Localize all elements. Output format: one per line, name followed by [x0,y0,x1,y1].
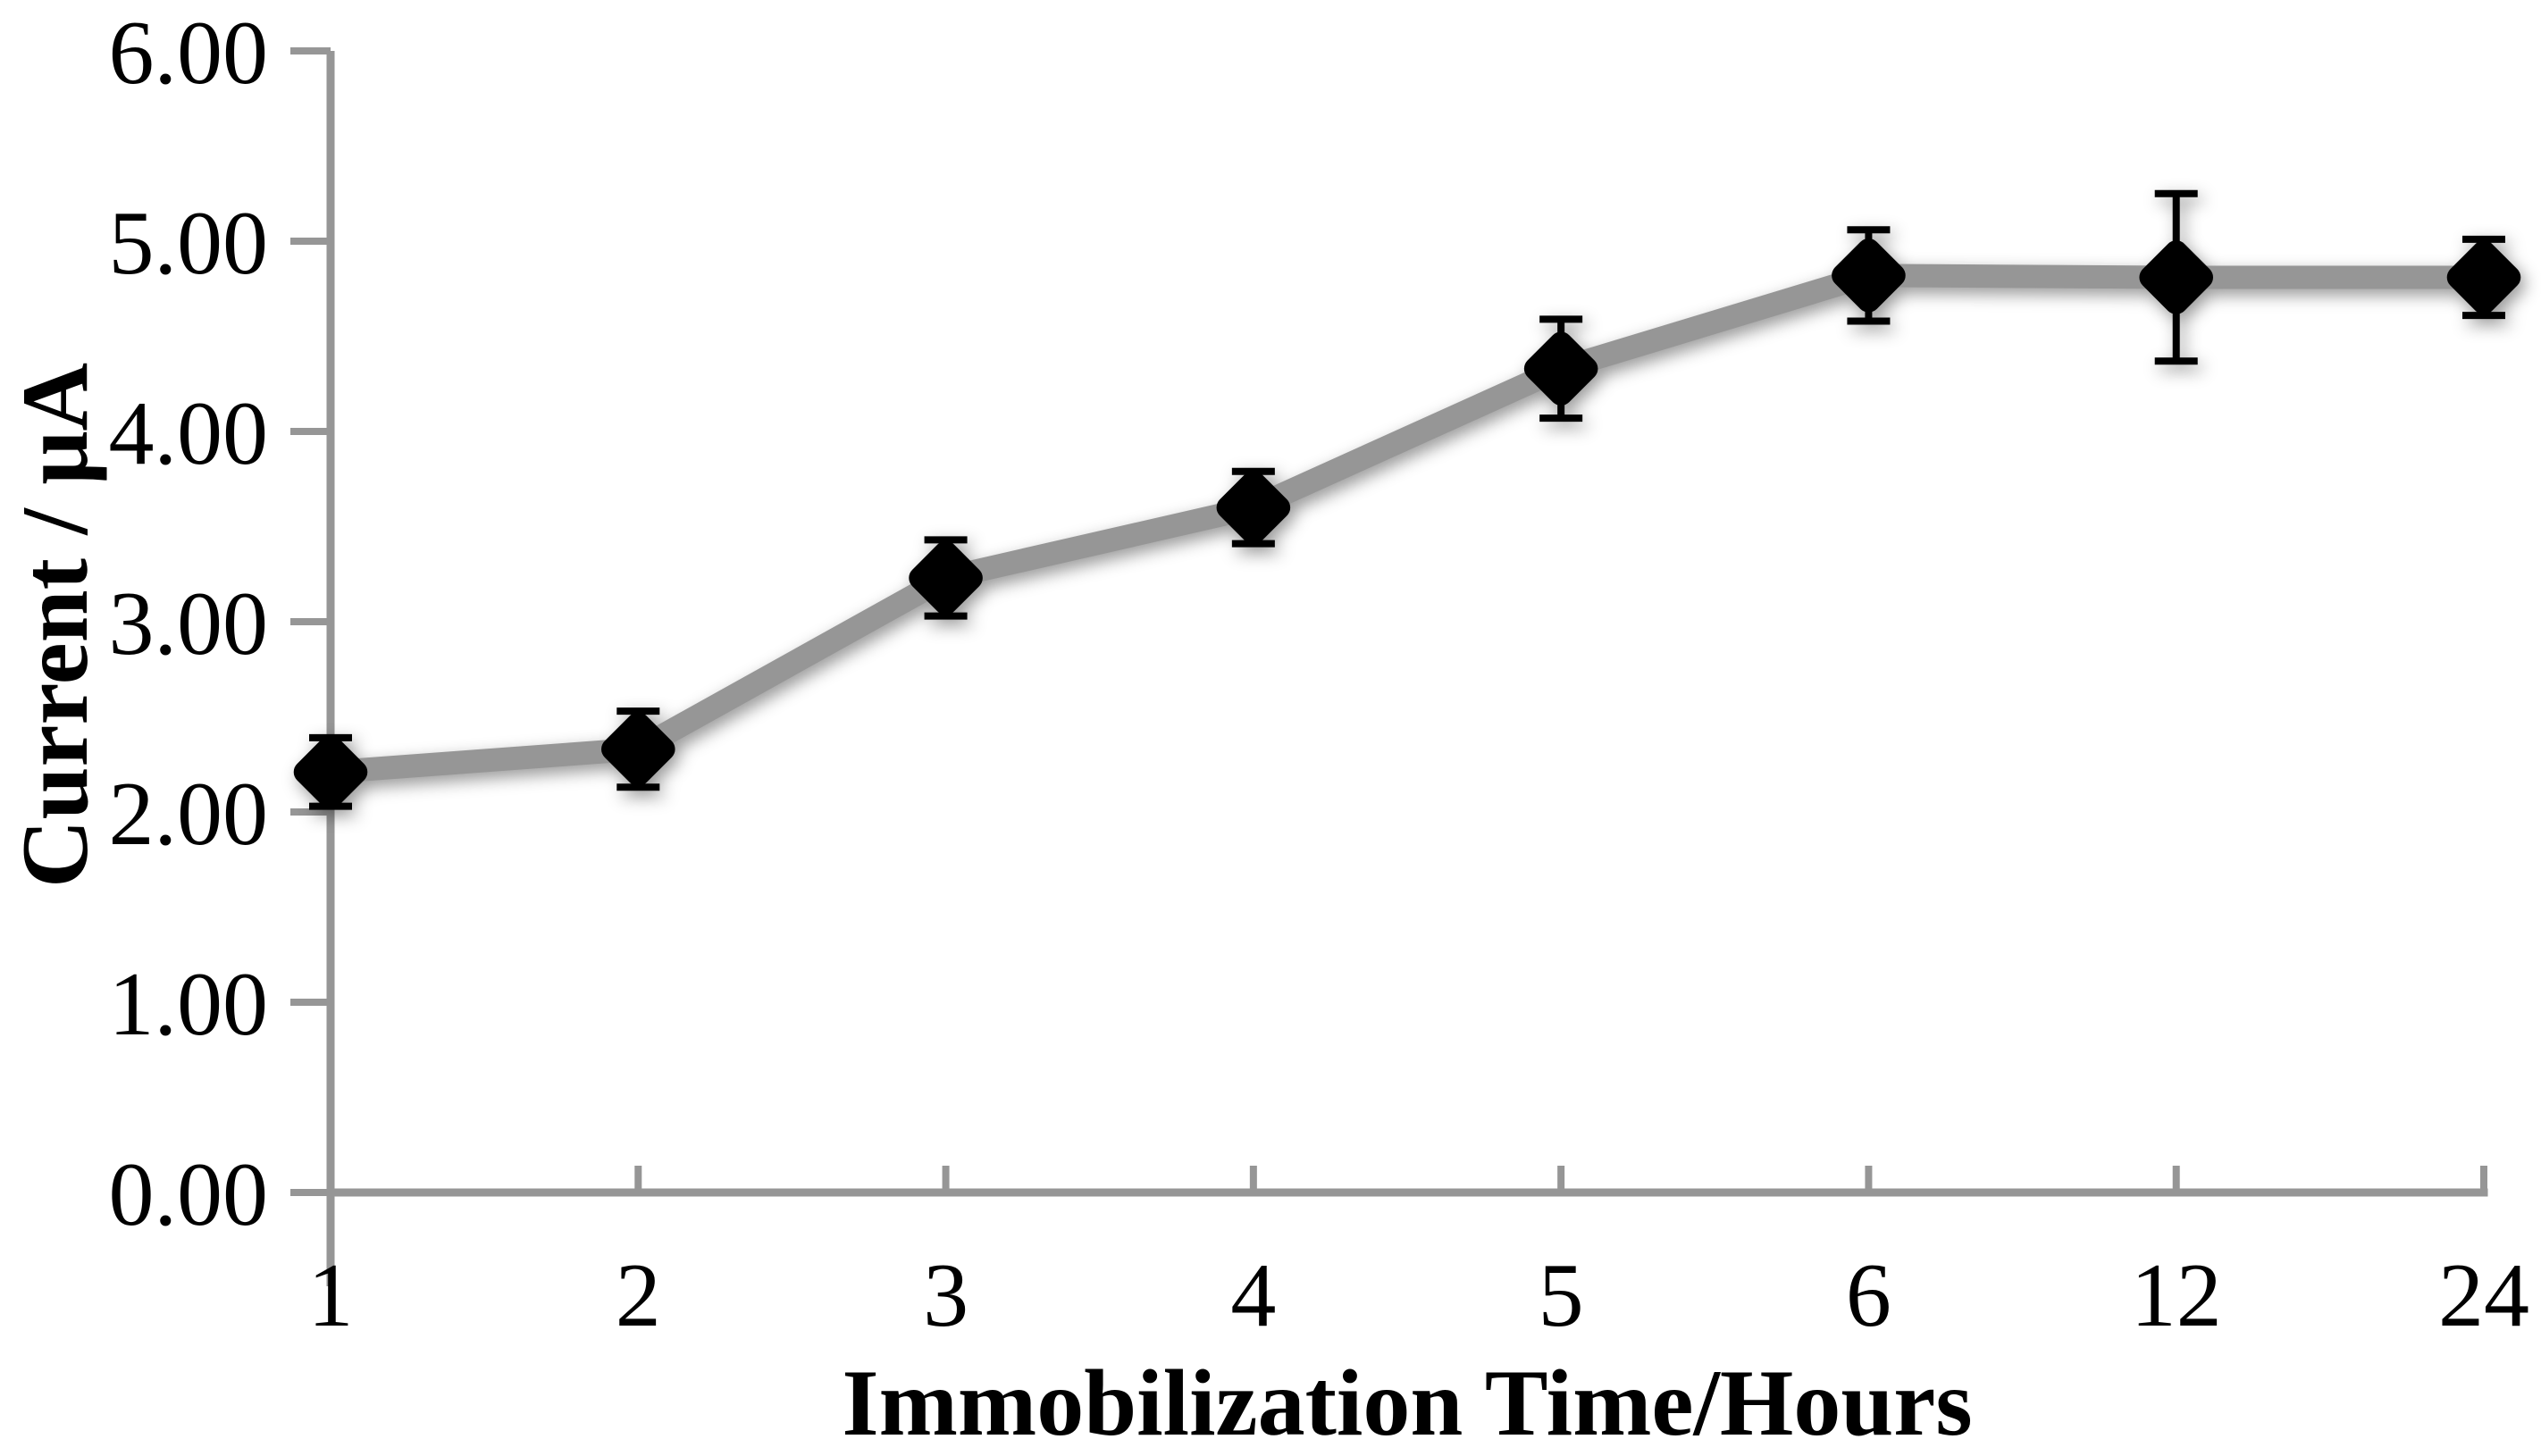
x-tick-label: 3 [923,1245,969,1346]
x-tick-label: 12 [2131,1245,2222,1346]
x-tick-label: 5 [1539,1245,1584,1346]
x-tick-label: 6 [1846,1245,1891,1346]
y-tick-label: 4.00 [109,383,269,484]
y-tick-label: 5.00 [109,193,269,294]
x-tick-label: 1 [308,1245,354,1346]
y-tick-label: 3.00 [109,573,269,674]
data-point-marker [293,734,368,809]
y-tick-label: 1.00 [109,954,269,1055]
axes-layer: 0.001.002.003.004.005.006.001 2 3 4 5 6 12 24 [109,3,2530,1346]
y-tick-label: 6.00 [109,3,269,104]
data-point-marker [2446,240,2521,314]
x-tick-label: 24 [2438,1245,2529,1346]
y-tick-label: 0.00 [109,1144,269,1245]
x-axis-title: Immobilization Time/Hours [842,1351,1973,1455]
data-point-marker [2139,240,2213,314]
series-line [330,264,2484,784]
data-point-marker [1216,470,1291,545]
y-axis-title: Current / μA [3,362,107,889]
data-point-marker [1523,331,1598,406]
x-tick-label: 4 [1230,1245,1276,1346]
data-point-marker [601,712,675,786]
x-tick-label: 2 [616,1245,661,1346]
data-point-marker [1832,238,1906,313]
series-layer [293,189,2521,810]
y-tick-label: 2.00 [109,764,269,865]
data-point-marker [909,540,983,615]
